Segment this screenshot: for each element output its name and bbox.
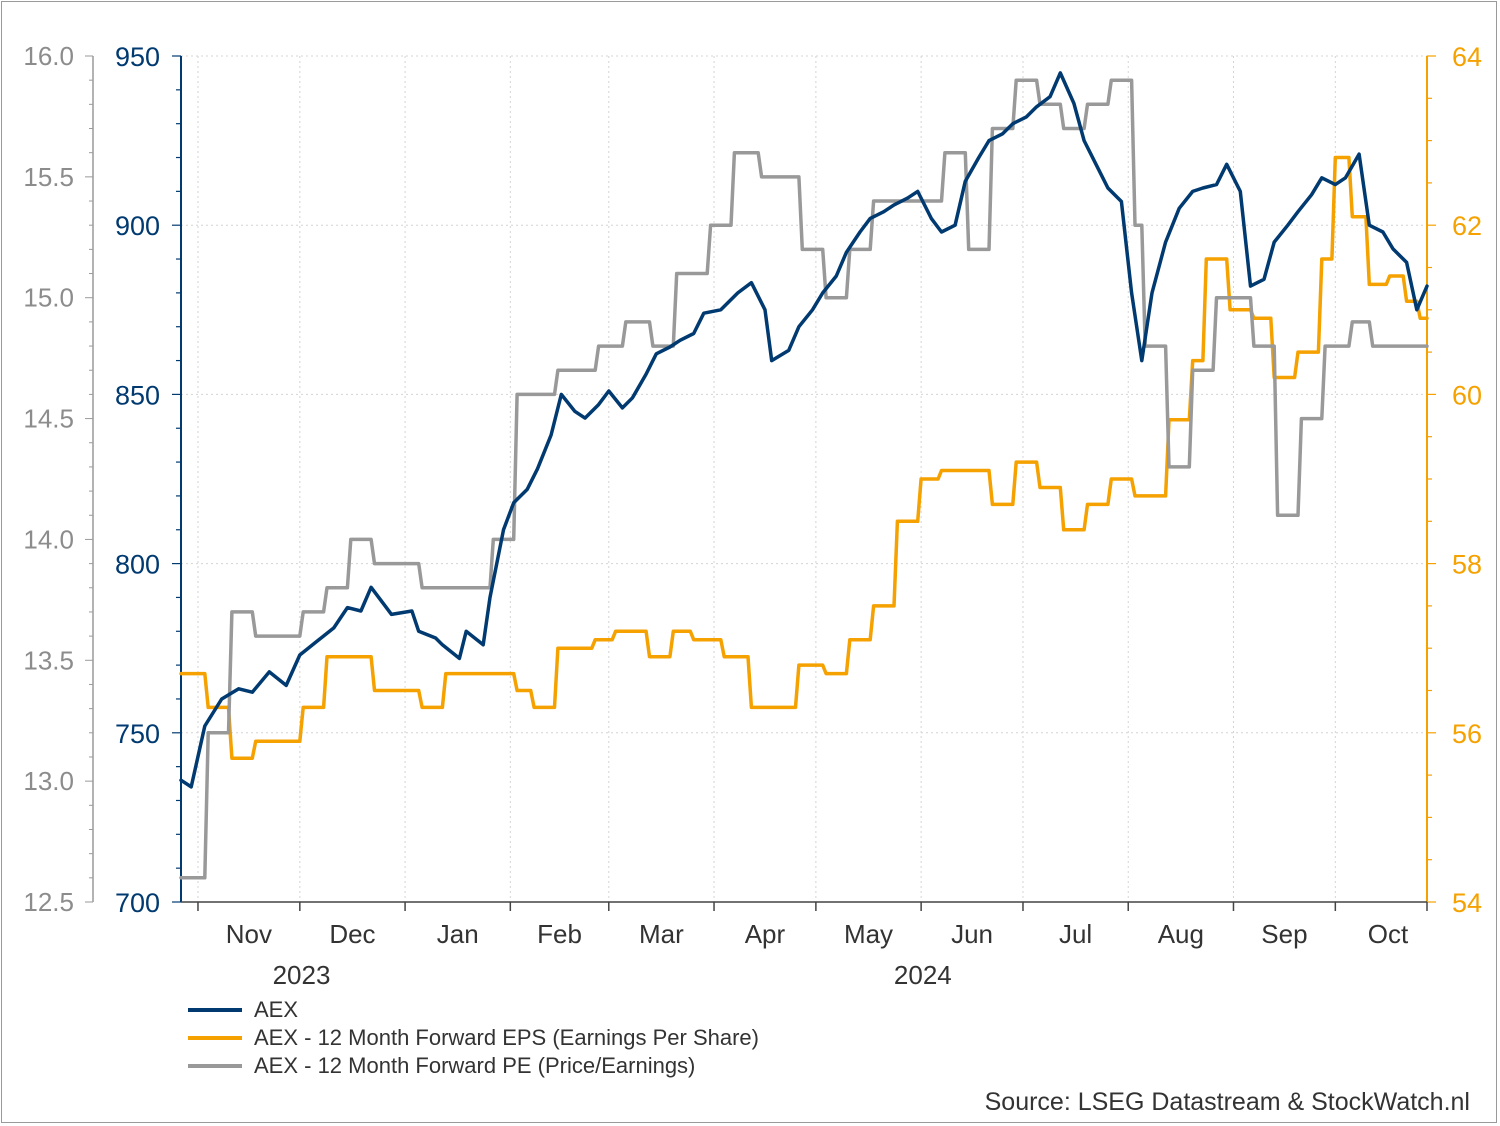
legend-label: AEX - 12 Month Forward EPS (Earnings Per…: [254, 1025, 759, 1050]
aex-tick-label: 950: [115, 42, 160, 72]
eps-tick-label: 64: [1452, 42, 1482, 72]
month-label: Jul: [1059, 919, 1092, 949]
series-line-aex: [179, 71, 1429, 789]
eps-tick-label: 60: [1452, 380, 1482, 410]
month-label: Dec: [329, 919, 375, 949]
aex-tick-label: 700: [115, 888, 160, 918]
legend-label: AEX - 12 Month Forward PE (Price/Earning…: [254, 1053, 696, 1078]
legend-item: AEX: [188, 996, 759, 1024]
chart-legend: AEX AEX - 12 Month Forward EPS (Earnings …: [188, 996, 759, 1080]
month-label: Mar: [639, 919, 684, 949]
month-label: Oct: [1368, 919, 1409, 949]
pe-tick-label: 15.0: [23, 283, 74, 313]
month-label: Jun: [951, 919, 993, 949]
pe-tick-label: 15.5: [23, 162, 74, 192]
month-label: May: [844, 919, 893, 949]
aex-tick-label: 900: [115, 211, 160, 241]
pe-tick-label: 13.0: [23, 766, 74, 796]
legend-swatch: [188, 1036, 242, 1040]
series-line-pe: [179, 78, 1429, 880]
month-label: Feb: [537, 919, 582, 949]
pe-tick-label: 12.5: [23, 887, 74, 917]
eps-tick-label: 62: [1452, 211, 1482, 241]
eps-tick-label: 54: [1452, 888, 1482, 918]
eps-tick-label: 58: [1452, 550, 1482, 580]
legend-item: AEX - 12 Month Forward EPS (Earnings Per…: [188, 1024, 759, 1052]
aex-tick-label: 750: [115, 719, 160, 749]
series-line-eps: [179, 155, 1429, 760]
year-label: 2023: [273, 960, 331, 990]
month-label: Jan: [437, 919, 479, 949]
pe-tick-label: 14.5: [23, 404, 74, 434]
legend-label: AEX: [254, 997, 299, 1022]
aex-tick-label: 800: [115, 550, 160, 580]
legend-swatch: [188, 1008, 242, 1012]
eps-tick-label: 56: [1452, 719, 1482, 749]
year-label: 2024: [894, 960, 952, 990]
month-label: Nov: [226, 919, 272, 949]
pe-tick-label: 16.0: [23, 41, 74, 71]
month-label: Sep: [1261, 919, 1307, 949]
aex-tick-label: 850: [115, 380, 160, 410]
legend-swatch: [188, 1064, 242, 1068]
pe-tick-label: 14.0: [23, 524, 74, 554]
month-label: Aug: [1158, 919, 1204, 949]
pe-tick-label: 13.5: [23, 645, 74, 675]
legend-item: AEX - 12 Month Forward PE (Price/Earning…: [188, 1052, 759, 1080]
month-label: Apr: [745, 919, 786, 949]
source-note: Source: LSEG Datastream & StockWatch.nl: [984, 1088, 1470, 1116]
